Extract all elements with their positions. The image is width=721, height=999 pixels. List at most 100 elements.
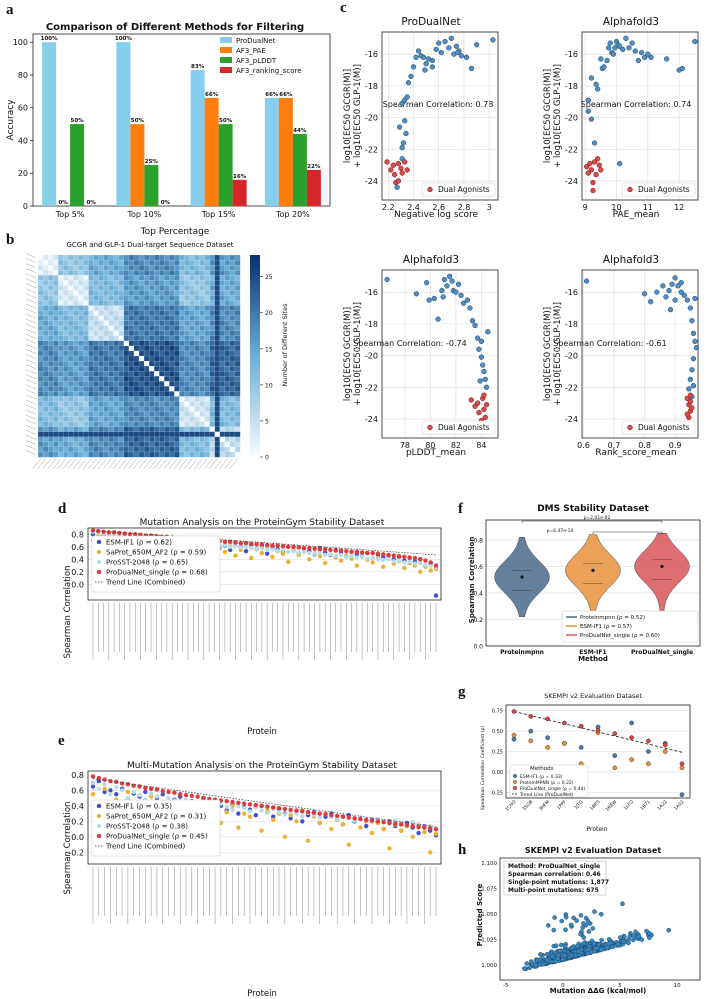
- heatmap-cell: [138, 305, 145, 311]
- chart-d-point: [386, 557, 391, 562]
- chart-e-ytick-label: 0.4: [71, 802, 84, 811]
- heatmap-cell: [98, 426, 105, 433]
- chart-d-point: [254, 546, 259, 551]
- chart-d-point: [275, 548, 280, 553]
- heatmap-cell: [113, 285, 120, 291]
- heatmap-cell: [98, 436, 105, 443]
- heatmap-cell: [108, 426, 115, 433]
- heatmap-cell: [128, 371, 135, 377]
- heatmap-cell: [123, 280, 130, 286]
- heatmap-cell: [42, 366, 49, 372]
- heatmap-cell: [88, 366, 94, 372]
- heatmap-cell: [229, 280, 236, 286]
- chart-g-point: [578, 723, 584, 729]
- heatmap-cell: [174, 325, 180, 332]
- heatmap-cell: [224, 259, 231, 266]
- heatmap-cell: [68, 401, 74, 407]
- heatmap-cell: [194, 320, 200, 327]
- heatmap-cell: [154, 371, 160, 377]
- chart-d-point: [296, 545, 301, 550]
- heatmap-cell: [138, 381, 145, 387]
- heatmap-cell: [204, 345, 211, 352]
- chart-c4-ytick-label: -24: [565, 415, 578, 424]
- heatmap-cell: [128, 295, 135, 301]
- heatmap-cell: [37, 406, 44, 412]
- heatmap-cell: [229, 441, 236, 448]
- heatmap-cell: [48, 310, 54, 316]
- heatmap-cell: [194, 381, 200, 387]
- heatmap-cell: [143, 295, 150, 301]
- heatmap-cell: [63, 275, 69, 281]
- chart-b-row-tick-label: [25, 409, 37, 415]
- chart-g-ytick-label: 0.25: [492, 750, 503, 756]
- chart-b-row-tick-label: [25, 273, 37, 278]
- heatmap-cell: [229, 355, 236, 362]
- heatmap-cell: [143, 381, 150, 387]
- chart-c2-point: [663, 56, 670, 62]
- heatmap-cell: [108, 396, 115, 402]
- heatmap-cell: [159, 345, 165, 352]
- heatmap-cell: [194, 386, 200, 392]
- heatmap-cell: [209, 441, 216, 448]
- chart-e-point: [148, 791, 154, 796]
- chart-e-point: [90, 792, 96, 797]
- heatmap-cell: [42, 345, 49, 352]
- chart-c4-point: [687, 305, 694, 311]
- chart-h-xtick-label: -5: [503, 983, 509, 989]
- chart-c1-ytick-label: -20: [365, 114, 378, 123]
- chart-e-point: [148, 794, 154, 799]
- heatmap-cell: [194, 355, 200, 362]
- heatmap-cell: [138, 396, 145, 402]
- heatmap-cell: [189, 376, 195, 382]
- heatmap-cell: [143, 335, 150, 342]
- heatmap-cell: [209, 350, 216, 357]
- heatmap-cell: [199, 315, 206, 322]
- chart-c3-point: [453, 289, 459, 295]
- heatmap-cell: [98, 310, 105, 316]
- chart-b-row-tick-label: [25, 379, 37, 384]
- heatmap-cell: [229, 305, 236, 311]
- chart-d-point: [286, 544, 291, 549]
- chart-d-ytick-label: 0.4: [71, 555, 84, 564]
- heatmap-cell: [234, 320, 241, 327]
- heatmap-cell: [209, 391, 216, 397]
- heatmap-cell: [159, 446, 165, 453]
- heatmap-cell: [214, 295, 221, 301]
- heatmap-cell: [42, 436, 49, 443]
- heatmap-cell: [58, 411, 64, 417]
- chart-c3-point: [423, 280, 430, 286]
- heatmap-cell: [78, 310, 84, 316]
- heatmap-cell: [234, 371, 241, 377]
- heatmap-cell: [219, 290, 226, 296]
- chart-b-row-tick-label: [25, 288, 37, 294]
- heatmap-cell: [209, 416, 216, 423]
- chart-c3-title: Alphafold3: [403, 254, 459, 266]
- heatmap-cell: [209, 406, 216, 412]
- heatmap-cell: [63, 426, 69, 433]
- heatmap-cell: [118, 345, 125, 352]
- heatmap-cell: [93, 340, 99, 347]
- heatmap-cell: [229, 396, 236, 402]
- heatmap-cell: [98, 270, 105, 276]
- heatmap-cell: [88, 340, 94, 347]
- heatmap-cell: [68, 426, 74, 433]
- chart-g-point: [629, 720, 634, 726]
- heatmap-cell: [154, 441, 160, 448]
- heatmap-cell: [138, 340, 145, 347]
- heatmap-cell: [179, 300, 185, 306]
- heatmap-cell: [98, 265, 105, 271]
- heatmap-cell: [224, 386, 231, 392]
- heatmap-cell: [174, 330, 180, 337]
- chart-f-violin: [565, 534, 621, 623]
- heatmap-cell: [229, 391, 236, 397]
- heatmap-cell: [154, 325, 160, 332]
- heatmap-cell: [78, 396, 84, 402]
- heatmap-cell: [108, 386, 115, 392]
- heatmap-cell: [229, 259, 236, 266]
- heatmap-cell: [108, 335, 115, 342]
- heatmap-cell: [214, 310, 221, 316]
- chart-e-point: [300, 819, 305, 824]
- chart-h-point: [552, 915, 557, 920]
- chart-c4-point: [663, 294, 669, 300]
- chart-d-point: [264, 547, 270, 553]
